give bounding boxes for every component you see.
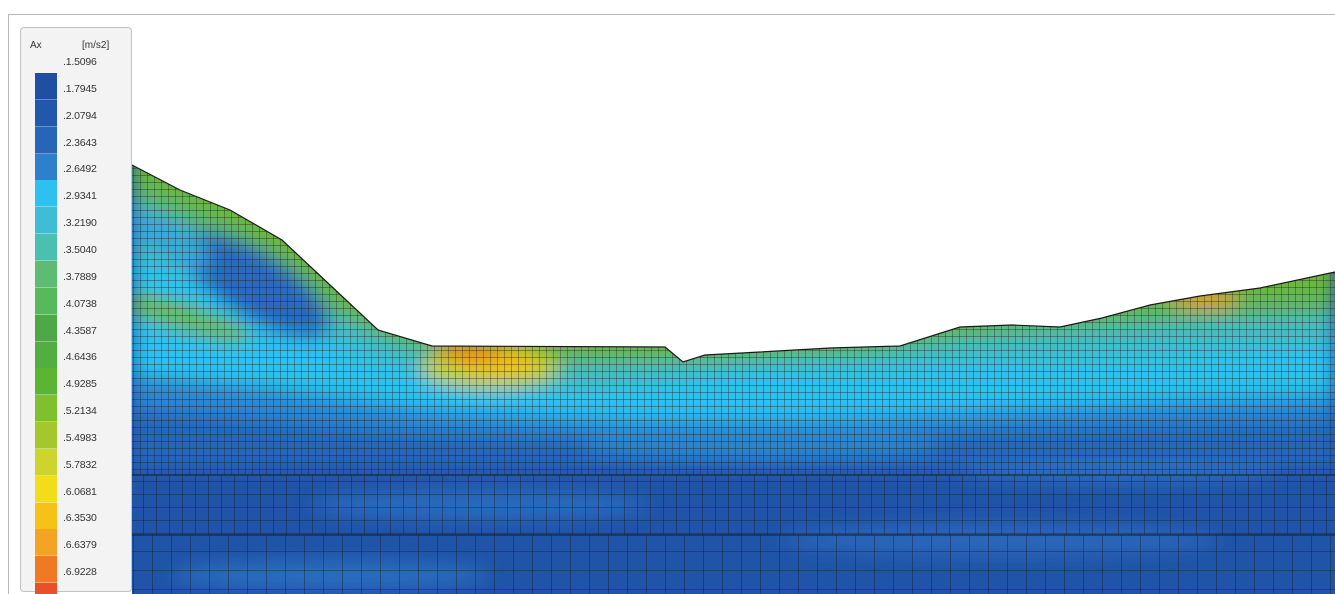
legend-color-swatch: [35, 502, 57, 530]
legend-color-swatch: [35, 207, 57, 235]
legend-color-swatch: [35, 153, 57, 181]
mesh-fine-elements: [132, 165, 1335, 475]
legend-value-label: .2.3643: [63, 136, 97, 149]
legend-value-label: .5.4983: [63, 431, 97, 444]
legend-color-swatch: [35, 422, 57, 450]
legend-color-swatch: [35, 529, 57, 557]
legend-value-label: .1.5096: [63, 56, 97, 68]
legend-value-label: .2.6492: [63, 163, 97, 176]
legend-color-swatch: [35, 287, 57, 315]
legend-value-label: .4.6436: [63, 351, 97, 364]
legend-value-label: .3.5040: [63, 243, 97, 256]
legend-color-swatch: [35, 260, 57, 288]
legend-color-swatch: [35, 448, 57, 476]
viewport-border-top: [8, 14, 1335, 15]
mesh-medium-elements: [132, 475, 1335, 535]
legend-quantity-label: Ax: [30, 40, 42, 51]
legend-value-label: .6.9228: [63, 566, 97, 579]
legend-color-swatch: [35, 234, 57, 262]
legend-color-swatch: [35, 368, 57, 396]
legend-value-label: .3.7889: [63, 270, 97, 283]
ground-surface-outline: [131, 164, 1335, 363]
viewport-border-left: [8, 14, 9, 594]
legend-color-swatch: [35, 475, 57, 503]
legend-value-label: .3.2190: [63, 217, 97, 230]
legend-color-swatch: [35, 583, 57, 594]
legend-color-swatch: [35, 73, 57, 100]
legend-color-swatch: [35, 126, 57, 154]
mesh-transition-lines: [132, 474, 1335, 536]
mesh-domain: [132, 165, 1335, 594]
legend-value-label: .6.0681: [63, 485, 97, 498]
legend-value-label: .6.6379: [63, 539, 97, 552]
legend-value-label: .4.9285: [63, 378, 97, 391]
legend-color-swatch: [35, 99, 57, 127]
legend-value-label: .2.0794: [63, 109, 97, 122]
legend-color-swatch: [35, 395, 57, 423]
legend-value-label: .2.9341: [63, 190, 97, 203]
legend-value-label: .6.3530: [63, 512, 97, 525]
legend-value-label: .5.2134: [63, 405, 97, 418]
legend-unit-label: [m/s2]: [82, 40, 110, 51]
legend-value-label: .1.7945: [63, 82, 97, 95]
legend-value-label: .4.0738: [63, 297, 97, 310]
mesh-coarse-elements: [132, 535, 1335, 594]
legend-color-swatch: [35, 314, 57, 342]
legend-value-label: .5.7832: [63, 458, 97, 471]
legend-color-swatch: [35, 341, 57, 369]
legend-color-swatch: [35, 180, 57, 208]
legend-color-swatch: [35, 556, 57, 584]
contour-legend[interactable]: Ax [m/s2] .1.5096 .1.7945 .2.0794 .2.3643 .2…: [20, 27, 132, 594]
legend-value-label: .4.3587: [63, 324, 97, 337]
